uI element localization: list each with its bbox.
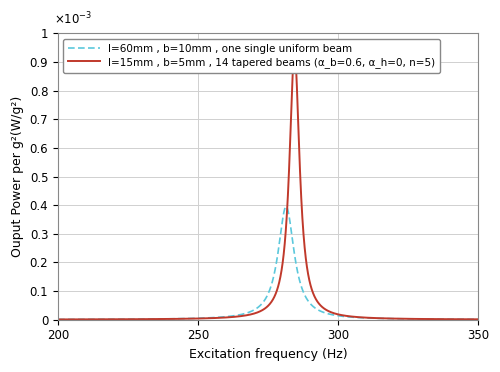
l=60mm , b=10mm , one single uniform beam [475,317,481,321]
l=15mm , b=5mm , 14 tapered beams (α_b=0.6, α_h=0, n=5) [72,317,78,322]
l=15mm , b=5mm , 14 tapered beams (α_b=0.6, α_h=0, n=5) [55,317,61,322]
Line: l=15mm , b=5mm , 14 tapered beams (α_b=0.6, α_h=0, n=5): l=15mm , b=5mm , 14 tapered beams (α_b=0… [58,52,478,320]
Y-axis label: Ouput Power per g²(W/g²): Ouput Power per g²(W/g²) [11,96,24,257]
Line: l=60mm , b=10mm , one single uniform beam: l=60mm , b=10mm , one single uniform bea… [58,206,478,320]
l=15mm , b=5mm , 14 tapered beams (α_b=0.6, α_h=0, n=5) [260,307,266,312]
Legend: l=60mm , b=10mm , one single uniform beam, l=15mm , b=5mm , 14 tapered beams (α_: l=60mm , b=10mm , one single uniform bea… [63,39,440,73]
Text: $\times10^{-3}$: $\times10^{-3}$ [54,11,92,28]
l=60mm , b=10mm , one single uniform beam [260,300,266,304]
l=60mm , b=10mm , one single uniform beam [72,317,78,322]
l=15mm , b=5mm , 14 tapered beams (α_b=0.6, α_h=0, n=5) [452,317,458,321]
l=60mm , b=10mm , one single uniform beam [57,317,63,322]
l=60mm , b=10mm , one single uniform beam [138,317,143,321]
l=15mm , b=5mm , 14 tapered beams (α_b=0.6, α_h=0, n=5) [80,317,86,322]
l=15mm , b=5mm , 14 tapered beams (α_b=0.6, α_h=0, n=5) [292,50,298,54]
l=60mm , b=10mm , one single uniform beam [55,317,61,322]
l=60mm , b=10mm , one single uniform beam [80,317,86,321]
X-axis label: Excitation frequency (Hz): Excitation frequency (Hz) [188,348,347,361]
l=15mm , b=5mm , 14 tapered beams (α_b=0.6, α_h=0, n=5) [138,317,143,321]
l=60mm , b=10mm , one single uniform beam [283,204,289,209]
l=60mm , b=10mm , one single uniform beam [452,317,458,321]
l=15mm , b=5mm , 14 tapered beams (α_b=0.6, α_h=0, n=5) [475,317,481,321]
l=15mm , b=5mm , 14 tapered beams (α_b=0.6, α_h=0, n=5) [57,317,63,322]
